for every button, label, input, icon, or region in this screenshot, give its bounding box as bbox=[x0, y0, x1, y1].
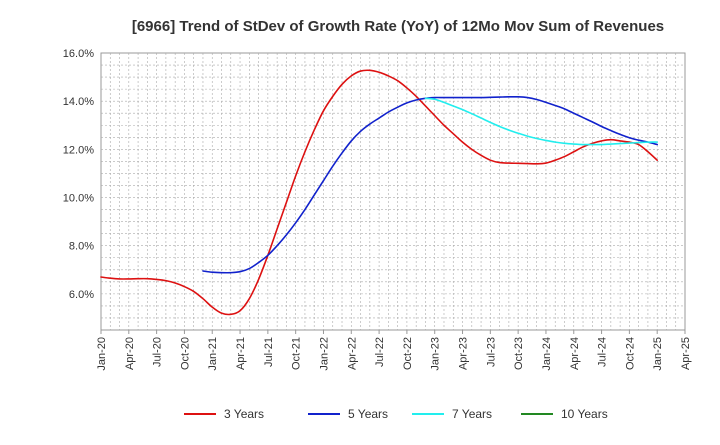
series-lines bbox=[100, 69, 658, 316]
x-tick-label: Jul-20 bbox=[152, 337, 164, 367]
x-tick-label: Jan-22 bbox=[318, 337, 330, 371]
x-tick-label: Jan-21 bbox=[207, 337, 219, 371]
y-tick-label: 8.0% bbox=[69, 241, 94, 253]
x-tick-label: Apr-25 bbox=[680, 337, 692, 370]
plot-area bbox=[100, 52, 686, 331]
legend-label-7-years: 7 Years bbox=[452, 407, 492, 421]
x-tick-label: Jul-24 bbox=[597, 337, 609, 367]
x-tick-label: Oct-20 bbox=[179, 337, 191, 370]
y-tick-label: 10.0% bbox=[63, 193, 94, 205]
grid-lines bbox=[101, 53, 685, 330]
y-tick-label: 16.0% bbox=[63, 48, 94, 60]
legend-label-10-years: 10 Years bbox=[561, 407, 608, 421]
x-tick-label: Jan-24 bbox=[541, 337, 553, 371]
x-tick-label: Jan-23 bbox=[430, 337, 442, 371]
x-tick-label: Jul-21 bbox=[263, 337, 275, 367]
x-tick-label: Jan-20 bbox=[96, 337, 108, 371]
x-tick-label: Oct-24 bbox=[624, 337, 636, 370]
x-tick-label: Oct-23 bbox=[513, 337, 525, 370]
x-tick-label: Apr-22 bbox=[346, 337, 358, 370]
y-tick-label: 6.0% bbox=[69, 289, 94, 301]
x-tick-label: Jul-22 bbox=[374, 337, 386, 367]
x-tick-label: Apr-21 bbox=[235, 337, 247, 370]
series-line-5-years bbox=[202, 95, 658, 274]
x-tick-label: Jan-25 bbox=[652, 337, 664, 371]
x-tick-label: Oct-21 bbox=[291, 337, 303, 370]
y-tick-label: 14.0% bbox=[63, 96, 94, 108]
x-tick-label: Jul-23 bbox=[485, 337, 497, 367]
x-tick-label: Apr-20 bbox=[124, 337, 136, 370]
legend-label-3-years: 3 Years bbox=[224, 407, 264, 421]
x-tick-label: Apr-24 bbox=[569, 337, 581, 370]
x-tick-label: Apr-23 bbox=[458, 337, 470, 370]
chart-title: [6966] Trend of StDev of Growth Rate (Yo… bbox=[132, 18, 664, 35]
y-axis: 6.0% 8.0% 10.0% 12.0% 14.0% 16.0% bbox=[63, 48, 94, 301]
x-axis: Jan-20 Apr-20 Jul-20 Oct-20 Jan-21 Apr-21 Jul-… bbox=[96, 330, 692, 371]
x-tick-label: Oct-22 bbox=[402, 337, 414, 370]
legend: 3 Years 5 Years 7 Years 10 Years bbox=[184, 407, 608, 421]
legend-label-5-years: 5 Years bbox=[348, 407, 388, 421]
y-tick-label: 12.0% bbox=[63, 144, 94, 156]
series-line-7-years bbox=[424, 97, 658, 146]
series-line-3-years bbox=[100, 69, 658, 316]
